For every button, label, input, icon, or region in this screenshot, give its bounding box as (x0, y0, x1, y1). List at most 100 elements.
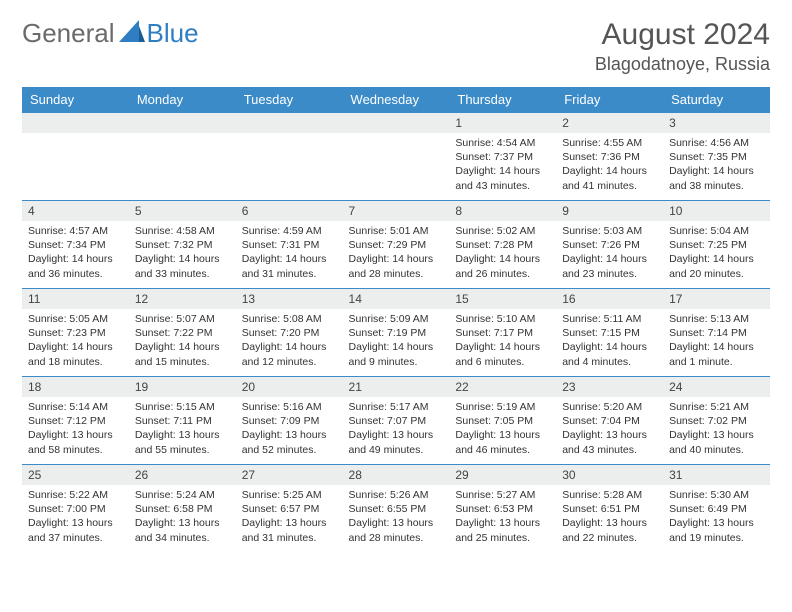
day-details: Sunrise: 4:58 AMSunset: 7:32 PMDaylight:… (129, 221, 236, 285)
day-details: Sunrise: 5:05 AMSunset: 7:23 PMDaylight:… (22, 309, 129, 373)
calendar-day-cell: 6Sunrise: 4:59 AMSunset: 7:31 PMDaylight… (236, 201, 343, 289)
day-number: 25 (22, 465, 129, 485)
day-details: Sunrise: 5:30 AMSunset: 6:49 PMDaylight:… (663, 485, 770, 549)
day-number: 23 (556, 377, 663, 397)
calendar-day-cell: 3Sunrise: 4:56 AMSunset: 7:35 PMDaylight… (663, 113, 770, 201)
weekday-header: Friday (556, 87, 663, 113)
calendar-day-cell: 18Sunrise: 5:14 AMSunset: 7:12 PMDayligh… (22, 377, 129, 465)
day-details: Sunrise: 5:07 AMSunset: 7:22 PMDaylight:… (129, 309, 236, 373)
calendar-day-cell: 9Sunrise: 5:03 AMSunset: 7:26 PMDaylight… (556, 201, 663, 289)
calendar-day-cell: 29Sunrise: 5:27 AMSunset: 6:53 PMDayligh… (449, 465, 556, 553)
calendar-day-cell: 10Sunrise: 5:04 AMSunset: 7:25 PMDayligh… (663, 201, 770, 289)
day-number: 1 (449, 113, 556, 133)
day-number: 26 (129, 465, 236, 485)
day-details: Sunrise: 5:19 AMSunset: 7:05 PMDaylight:… (449, 397, 556, 461)
calendar-day-cell: 16Sunrise: 5:11 AMSunset: 7:15 PMDayligh… (556, 289, 663, 377)
day-number: 8 (449, 201, 556, 221)
day-number: 9 (556, 201, 663, 221)
calendar-day-cell: 17Sunrise: 5:13 AMSunset: 7:14 PMDayligh… (663, 289, 770, 377)
calendar-day-cell: 1Sunrise: 4:54 AMSunset: 7:37 PMDaylight… (449, 113, 556, 201)
day-number: 16 (556, 289, 663, 309)
calendar-day-cell: 20Sunrise: 5:16 AMSunset: 7:09 PMDayligh… (236, 377, 343, 465)
calendar-day-cell: 19Sunrise: 5:15 AMSunset: 7:11 PMDayligh… (129, 377, 236, 465)
calendar-day-cell: 28Sunrise: 5:26 AMSunset: 6:55 PMDayligh… (343, 465, 450, 553)
day-details: Sunrise: 5:15 AMSunset: 7:11 PMDaylight:… (129, 397, 236, 461)
day-details: Sunrise: 5:13 AMSunset: 7:14 PMDaylight:… (663, 309, 770, 373)
calendar-day-cell: 4Sunrise: 4:57 AMSunset: 7:34 PMDaylight… (22, 201, 129, 289)
calendar-day-cell (22, 113, 129, 201)
day-details: Sunrise: 4:56 AMSunset: 7:35 PMDaylight:… (663, 133, 770, 197)
calendar-week-row: 4Sunrise: 4:57 AMSunset: 7:34 PMDaylight… (22, 201, 770, 289)
day-number: 11 (22, 289, 129, 309)
day-details: Sunrise: 5:04 AMSunset: 7:25 PMDaylight:… (663, 221, 770, 285)
day-number (129, 113, 236, 133)
calendar-day-cell (236, 113, 343, 201)
calendar-header-row: SundayMondayTuesdayWednesdayThursdayFrid… (22, 87, 770, 113)
day-number: 7 (343, 201, 450, 221)
weekday-header: Thursday (449, 87, 556, 113)
day-number: 12 (129, 289, 236, 309)
day-number: 30 (556, 465, 663, 485)
calendar-day-cell: 8Sunrise: 5:02 AMSunset: 7:28 PMDaylight… (449, 201, 556, 289)
day-details (236, 133, 343, 140)
day-details: Sunrise: 4:57 AMSunset: 7:34 PMDaylight:… (22, 221, 129, 285)
day-details (22, 133, 129, 140)
day-details: Sunrise: 5:09 AMSunset: 7:19 PMDaylight:… (343, 309, 450, 373)
day-number: 6 (236, 201, 343, 221)
weekday-header: Tuesday (236, 87, 343, 113)
calendar-day-cell: 26Sunrise: 5:24 AMSunset: 6:58 PMDayligh… (129, 465, 236, 553)
calendar-day-cell: 5Sunrise: 4:58 AMSunset: 7:32 PMDaylight… (129, 201, 236, 289)
day-details: Sunrise: 5:02 AMSunset: 7:28 PMDaylight:… (449, 221, 556, 285)
day-details: Sunrise: 5:20 AMSunset: 7:04 PMDaylight:… (556, 397, 663, 461)
calendar-week-row: 18Sunrise: 5:14 AMSunset: 7:12 PMDayligh… (22, 377, 770, 465)
header: General Blue August 2024 Blagodatnoye, R… (22, 18, 770, 75)
day-number: 28 (343, 465, 450, 485)
location-text: Blagodatnoye, Russia (595, 54, 770, 75)
day-details: Sunrise: 5:22 AMSunset: 7:00 PMDaylight:… (22, 485, 129, 549)
day-number: 21 (343, 377, 450, 397)
weekday-header: Saturday (663, 87, 770, 113)
day-number: 18 (22, 377, 129, 397)
calendar-day-cell: 13Sunrise: 5:08 AMSunset: 7:20 PMDayligh… (236, 289, 343, 377)
weekday-header: Monday (129, 87, 236, 113)
day-details: Sunrise: 5:25 AMSunset: 6:57 PMDaylight:… (236, 485, 343, 549)
day-details (129, 133, 236, 140)
calendar-day-cell: 25Sunrise: 5:22 AMSunset: 7:00 PMDayligh… (22, 465, 129, 553)
calendar-day-cell: 27Sunrise: 5:25 AMSunset: 6:57 PMDayligh… (236, 465, 343, 553)
day-number: 10 (663, 201, 770, 221)
calendar-week-row: 25Sunrise: 5:22 AMSunset: 7:00 PMDayligh… (22, 465, 770, 553)
day-number: 29 (449, 465, 556, 485)
day-details: Sunrise: 4:55 AMSunset: 7:36 PMDaylight:… (556, 133, 663, 197)
logo-word1: General (22, 18, 115, 49)
calendar-day-cell: 30Sunrise: 5:28 AMSunset: 6:51 PMDayligh… (556, 465, 663, 553)
calendar-day-cell: 15Sunrise: 5:10 AMSunset: 7:17 PMDayligh… (449, 289, 556, 377)
day-number: 3 (663, 113, 770, 133)
day-number (343, 113, 450, 133)
calendar-day-cell: 2Sunrise: 4:55 AMSunset: 7:36 PMDaylight… (556, 113, 663, 201)
calendar-table: SundayMondayTuesdayWednesdayThursdayFrid… (22, 87, 770, 553)
calendar-week-row: 11Sunrise: 5:05 AMSunset: 7:23 PMDayligh… (22, 289, 770, 377)
day-number: 17 (663, 289, 770, 309)
day-details: Sunrise: 5:24 AMSunset: 6:58 PMDaylight:… (129, 485, 236, 549)
calendar-day-cell: 23Sunrise: 5:20 AMSunset: 7:04 PMDayligh… (556, 377, 663, 465)
day-details: Sunrise: 5:03 AMSunset: 7:26 PMDaylight:… (556, 221, 663, 285)
day-number: 14 (343, 289, 450, 309)
day-number: 5 (129, 201, 236, 221)
day-details: Sunrise: 5:01 AMSunset: 7:29 PMDaylight:… (343, 221, 450, 285)
weekday-header: Sunday (22, 87, 129, 113)
day-details: Sunrise: 5:21 AMSunset: 7:02 PMDaylight:… (663, 397, 770, 461)
calendar-day-cell: 31Sunrise: 5:30 AMSunset: 6:49 PMDayligh… (663, 465, 770, 553)
calendar-week-row: 1Sunrise: 4:54 AMSunset: 7:37 PMDaylight… (22, 113, 770, 201)
day-details: Sunrise: 5:16 AMSunset: 7:09 PMDaylight:… (236, 397, 343, 461)
day-number (22, 113, 129, 133)
calendar-day-cell: 7Sunrise: 5:01 AMSunset: 7:29 PMDaylight… (343, 201, 450, 289)
logo-triangle-icon (119, 20, 145, 47)
calendar-day-cell: 12Sunrise: 5:07 AMSunset: 7:22 PMDayligh… (129, 289, 236, 377)
day-number: 19 (129, 377, 236, 397)
day-details: Sunrise: 5:14 AMSunset: 7:12 PMDaylight:… (22, 397, 129, 461)
day-details: Sunrise: 4:59 AMSunset: 7:31 PMDaylight:… (236, 221, 343, 285)
day-number: 4 (22, 201, 129, 221)
day-number: 15 (449, 289, 556, 309)
title-block: August 2024 Blagodatnoye, Russia (595, 18, 770, 75)
calendar-day-cell (343, 113, 450, 201)
